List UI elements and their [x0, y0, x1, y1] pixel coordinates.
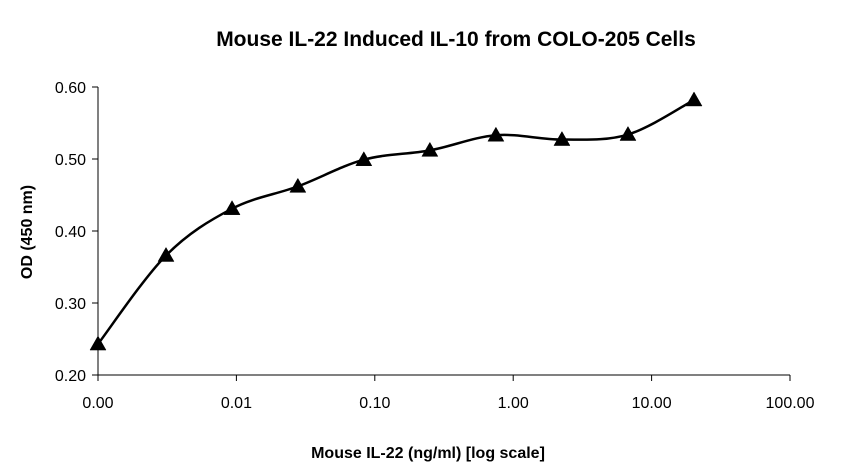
x-axis-label: Mouse IL-22 (ng/ml) [log scale] — [311, 445, 545, 462]
y-tick-label: 0.20 — [55, 368, 86, 385]
y-axis-label: OD (450 nm) — [19, 185, 36, 279]
data-point-triangle — [553, 131, 571, 146]
x-tick-label: 1.00 — [498, 395, 529, 412]
series-layer — [89, 91, 703, 351]
series-line — [97, 98, 695, 345]
x-tick-label: 10.00 — [632, 395, 672, 412]
y-tick-label: 0.40 — [55, 224, 86, 241]
data-point-triangle — [289, 177, 307, 193]
data-point-triangle — [685, 91, 703, 107]
data-point-triangle — [421, 141, 439, 157]
data-point-triangle — [89, 335, 107, 351]
y-tick-label: 0.30 — [55, 296, 86, 313]
data-point-triangle — [355, 151, 373, 166]
chart-title: Mouse IL-22 Induced IL-10 from COLO-205 … — [216, 28, 696, 51]
y-tick-label: 0.60 — [55, 80, 86, 97]
x-tick-label: 0.00 — [82, 395, 113, 412]
x-tick-label: 100.00 — [766, 395, 815, 412]
data-point-triangle — [619, 126, 637, 141]
x-tick-label: 0.01 — [221, 395, 252, 412]
y-tick-label: 0.50 — [55, 152, 86, 169]
data-point-triangle — [157, 246, 175, 262]
x-tick-label: 0.10 — [359, 395, 390, 412]
data-point-triangle — [223, 200, 241, 215]
data-point-triangle — [487, 126, 505, 142]
axes: 0.20 0.30 0.40 0.50 0.60 0.00 0.01 0.10 1.00 10.0… — [55, 80, 815, 412]
